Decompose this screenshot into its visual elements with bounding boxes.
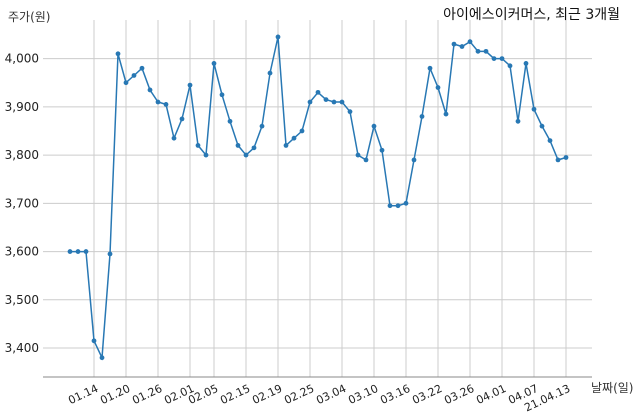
data-point: [267, 70, 273, 76]
data-point: [523, 61, 529, 66]
data-point: [243, 152, 249, 158]
data-point: [483, 48, 489, 54]
data-point: [83, 249, 89, 254]
data-point: [291, 135, 297, 141]
data-point: [419, 114, 425, 119]
data-point: [227, 118, 233, 124]
x-tick-label: 03.26: [442, 382, 476, 407]
data-point: [155, 99, 161, 105]
data-point: [467, 39, 473, 45]
y-tick-label: 4,000: [5, 52, 39, 66]
data-point: [507, 63, 513, 69]
y-axis-label: 주가(원): [8, 10, 51, 24]
x-tick-label: 03.22: [410, 382, 444, 407]
data-point: [211, 61, 217, 66]
data-point: [147, 87, 153, 93]
data-point: [499, 56, 505, 61]
y-tick-label: 3,700: [5, 196, 39, 210]
data-point: [539, 123, 545, 129]
data-point: [219, 92, 225, 98]
x-tick-label: 01.20: [98, 382, 132, 407]
data-point: [75, 249, 81, 254]
series-line: [70, 36, 567, 361]
y-tick-label: 3,600: [5, 245, 39, 259]
x-tick-label: 02.19: [250, 382, 284, 407]
x-tick-label: 03.10: [346, 382, 380, 407]
data-point: [435, 85, 441, 90]
data-point: [179, 116, 185, 122]
data-point: [459, 44, 465, 49]
chart-title: 아이에스이커머스, 최근 3개월: [443, 7, 620, 23]
data-point: [547, 138, 553, 144]
data-point: [283, 143, 289, 148]
data-point: [315, 89, 321, 95]
data-point: [443, 111, 449, 117]
data-point: [235, 143, 241, 148]
data-point: [355, 152, 361, 158]
data-point: [395, 203, 401, 209]
data-point: [123, 80, 129, 86]
x-tick-label: 04.01: [474, 382, 508, 407]
data-point: [563, 155, 569, 160]
data-point: [307, 99, 313, 105]
data-point: [91, 338, 97, 344]
y-tick-label: 3,500: [5, 293, 39, 307]
data-point: [99, 355, 105, 361]
data-point: [299, 128, 305, 134]
data-point: [195, 143, 201, 148]
x-tick-label: 01.14: [66, 382, 100, 407]
data-point: [347, 109, 353, 115]
data-point: [67, 249, 73, 254]
x-tick-label: 02.25: [282, 382, 316, 407]
data-point: [371, 123, 377, 129]
x-axis-label: 날짜(일): [591, 381, 634, 395]
data-point: [251, 145, 257, 151]
data-point: [107, 251, 113, 257]
data-point: [331, 99, 337, 105]
x-tick-label: 02.15: [218, 382, 252, 407]
data-point: [451, 41, 457, 47]
data-point: [187, 82, 193, 88]
data-point: [131, 73, 137, 78]
data-point: [555, 157, 561, 163]
x-tick-label: 03.04: [314, 382, 348, 407]
data-point: [275, 34, 281, 40]
data-point: [259, 123, 265, 129]
data-point: [515, 118, 521, 124]
y-tick-label: 3,400: [5, 341, 39, 355]
data-point: [363, 157, 369, 163]
data-point: [403, 200, 409, 206]
x-tick-label: 01.26: [130, 382, 164, 407]
data-point: [531, 106, 537, 112]
data-point: [203, 152, 209, 158]
data-point: [379, 147, 385, 153]
data-point: [411, 157, 417, 163]
data-point: [171, 135, 177, 141]
y-tick-label: 3,800: [5, 148, 39, 162]
x-tick-label: 03.16: [378, 382, 412, 407]
data-point: [163, 102, 169, 107]
y-tick-label: 3,900: [5, 100, 39, 114]
data-point: [491, 56, 497, 61]
data-point: [475, 48, 481, 54]
data-point: [115, 51, 121, 57]
data-point: [387, 203, 393, 209]
data-point: [427, 65, 433, 71]
data-point: [339, 99, 345, 105]
data-point: [139, 65, 145, 71]
data-point: [323, 97, 329, 103]
